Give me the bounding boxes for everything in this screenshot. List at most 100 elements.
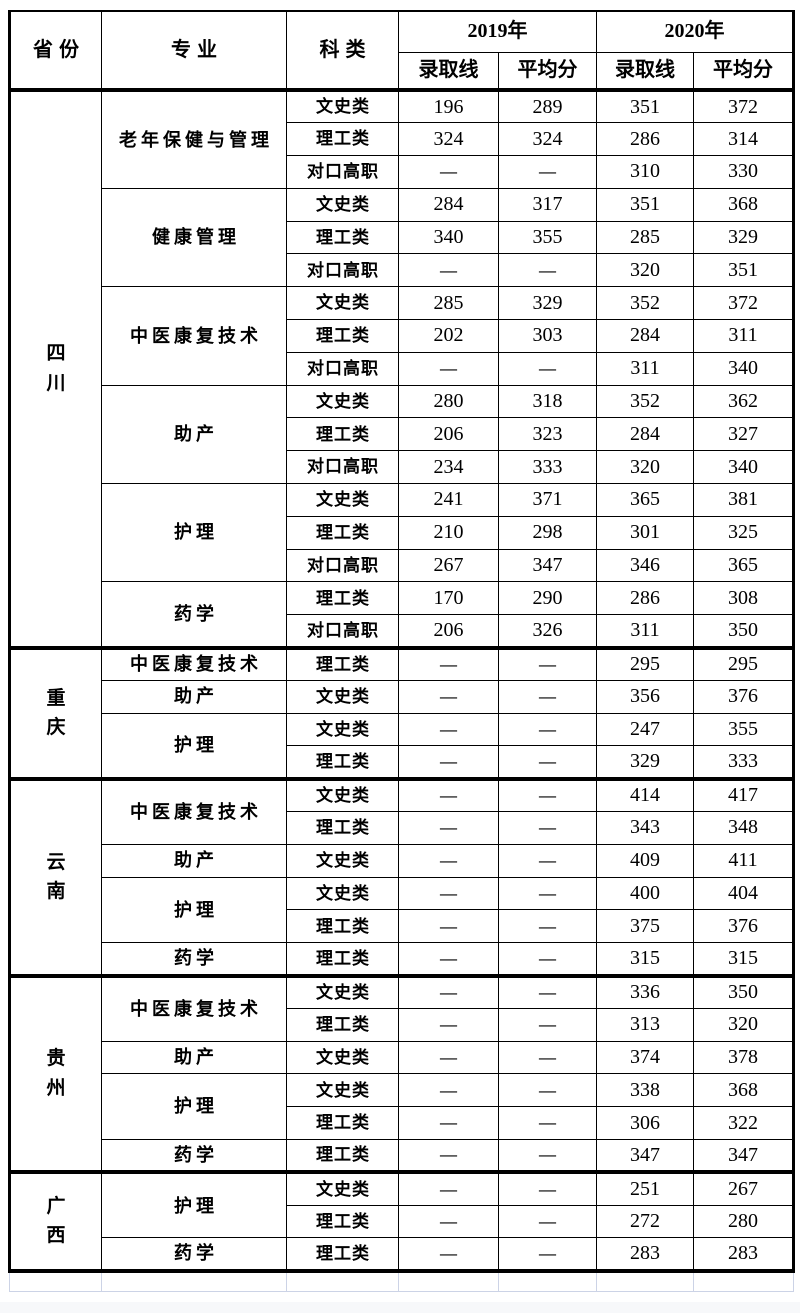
score-cell: — <box>398 1139 499 1175</box>
table-row: 助产 文史类 280 318 352 362 <box>10 384 795 485</box>
score-cell: 346 <box>596 548 694 583</box>
empty-cell <box>398 1270 499 1293</box>
score-cell: 329 <box>693 220 795 255</box>
category-cell: 文史类 <box>286 483 399 517</box>
table-row: 对口高职 — —320 351 <box>10 253 795 288</box>
category-cell: 理工类 <box>286 417 399 452</box>
admission-table-body: 四 川老年保健与管理 文史类 196 289 351 372 理工类 324 324 286 314… <box>8 89 795 1293</box>
score-cell: 324 <box>498 122 597 157</box>
table-row: 对口高职 267 347 346 365 <box>10 548 795 583</box>
empty-cell <box>498 1270 597 1293</box>
table-row: 理工类 202 303 284 311 <box>10 319 795 353</box>
table-row: 对口高职 — —310 330 <box>10 155 795 189</box>
score-cell: 376 <box>693 909 795 944</box>
major-cell: 护理 <box>101 1073 287 1140</box>
score-cell: 247 <box>596 712 694 747</box>
category-cell: 理工类 <box>286 515 399 550</box>
score-cell: 234 <box>398 450 499 485</box>
category-cell: 理工类 <box>286 220 399 255</box>
score-cell: 329 <box>498 286 597 321</box>
category-cell: 理工类 <box>286 909 399 944</box>
score-cell: 313 <box>596 1007 694 1042</box>
score-cell: — <box>498 745 597 781</box>
score-cell: — <box>398 351 499 386</box>
score-cell: 378 <box>693 1040 795 1075</box>
major-cell: 助产 <box>101 1040 287 1075</box>
score-cell: 340 <box>398 220 499 255</box>
table-row: 药学 理工类 — —347 347 <box>10 1139 795 1175</box>
score-cell: — <box>498 647 597 681</box>
score-cell: 295 <box>693 647 795 681</box>
score-cell: — <box>498 1204 597 1239</box>
score-cell: 351 <box>693 253 795 288</box>
table-row: 药学 理工类 — —315 315 <box>10 942 795 978</box>
major-cell: 中医康复技术 <box>101 778 287 845</box>
table-row: 对口高职 — —311 340 <box>10 351 795 386</box>
table-row: 助产 文史类 — —356 376 <box>10 679 795 714</box>
major-cell: 健康管理 <box>101 187 287 288</box>
table-row: 云 南中医康复技术 文史类 — —414 417 <box>8 778 795 978</box>
score-cell: — <box>398 975 499 1009</box>
score-cell: — <box>498 1073 597 1108</box>
score-cell: 286 <box>596 581 694 616</box>
table-row: 理工类 210 298 301 325 <box>10 515 795 550</box>
score-cell: — <box>398 778 499 813</box>
score-cell: — <box>498 843 597 878</box>
score-cell: 347 <box>498 548 597 583</box>
category-cell: 对口高职 <box>286 450 399 485</box>
score-cell: 336 <box>596 975 694 1009</box>
score-cell: — <box>498 876 597 911</box>
table-row: 重 庆中医康复技术 理工类 — —295 295 <box>8 647 795 781</box>
score-cell: 285 <box>596 220 694 255</box>
score-cell: — <box>498 1171 597 1206</box>
score-cell: 372 <box>693 89 795 124</box>
score-cell: — <box>498 909 597 944</box>
major-cell: 老年保健与管理 <box>101 89 287 189</box>
category-cell: 文史类 <box>286 778 399 813</box>
major-cell: 药学 <box>101 942 287 978</box>
score-cell: 372 <box>693 286 795 321</box>
score-cell: 347 <box>596 1139 694 1175</box>
score-cell: 284 <box>596 417 694 452</box>
category-cell: 理工类 <box>286 1204 399 1239</box>
table-row: 贵 州中医康复技术 文史类 — —336 350 <box>8 975 795 1175</box>
score-cell: 318 <box>498 384 597 419</box>
score-cell: 340 <box>693 450 795 485</box>
major-cell: 中医康复技术 <box>101 975 287 1042</box>
empty-cell <box>101 1270 287 1293</box>
category-cell: 理工类 <box>286 581 399 616</box>
major-cell: 护理 <box>101 483 287 583</box>
score-cell: 311 <box>693 319 795 353</box>
header-average-score-2019: 平均分 <box>498 51 597 92</box>
score-cell: 306 <box>596 1106 694 1140</box>
table-row: 健康管理 文史类 284 317 351 368 <box>10 187 795 288</box>
major-cell: 助产 <box>101 384 287 485</box>
category-cell: 文史类 <box>286 876 399 911</box>
score-cell: — <box>498 253 597 288</box>
score-cell: 290 <box>498 581 597 616</box>
score-cell: 311 <box>596 351 694 386</box>
score-cell: 283 <box>693 1237 795 1273</box>
score-cell: 338 <box>596 1073 694 1108</box>
score-cell: 368 <box>693 187 795 222</box>
table-row: 理工类 340 355 285 329 <box>10 220 795 255</box>
score-cell: — <box>398 843 499 878</box>
score-cell: 381 <box>693 483 795 517</box>
score-cell: 323 <box>498 417 597 452</box>
category-cell: 对口高职 <box>286 614 399 650</box>
category-cell: 理工类 <box>286 1139 399 1175</box>
score-cell: 210 <box>398 515 499 550</box>
table-row: 理工类 — —329 333 <box>10 745 795 781</box>
bottom-margin-strip <box>0 1302 800 1313</box>
score-cell: — <box>498 1106 597 1140</box>
score-cell: 333 <box>498 450 597 485</box>
province-cell: 云 南 <box>8 778 102 978</box>
major-cell: 护理 <box>101 876 287 944</box>
category-cell: 理工类 <box>286 811 399 845</box>
table-row: 药学 理工类 — —283 283 <box>10 1237 795 1273</box>
score-cell: 375 <box>596 909 694 944</box>
table-row: 中医康复技术 文史类 285 329 352 372 <box>10 286 795 386</box>
score-cell: 329 <box>596 745 694 781</box>
score-cell: 376 <box>693 679 795 714</box>
score-cell: — <box>398 253 499 288</box>
